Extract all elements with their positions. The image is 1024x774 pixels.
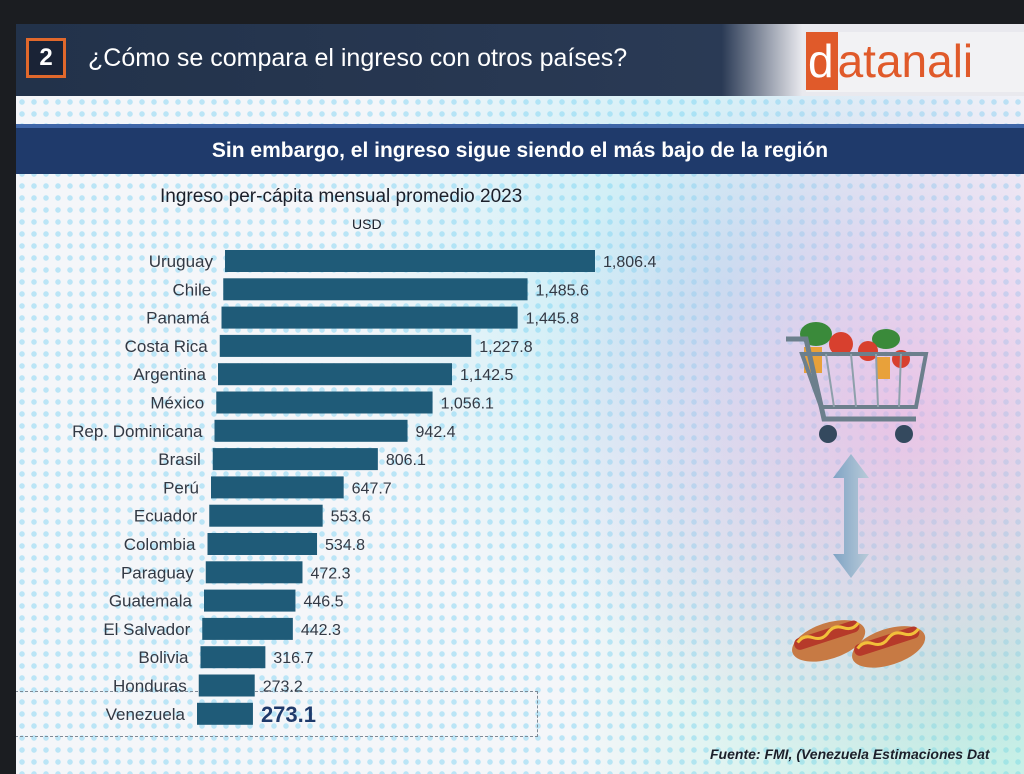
value-label: 1,227.8 — [479, 339, 532, 356]
shopping-cart-icon — [786, 322, 929, 443]
category-label: El Salvador — [103, 620, 190, 639]
value-label: 1,445.8 — [526, 311, 579, 328]
category-label: Chile — [173, 280, 212, 299]
value-label: 647.7 — [352, 480, 392, 497]
bar-paraguay — [205, 561, 303, 584]
bar-honduras — [198, 674, 255, 697]
hot-dog-icon — [792, 620, 926, 668]
bar-m-xico — [216, 391, 433, 414]
value-label: 273.1 — [261, 702, 316, 727]
bar-ecuador — [209, 504, 323, 527]
category-label: Perú — [163, 478, 199, 497]
value-label: 446.5 — [303, 594, 343, 611]
value-label: 472.3 — [310, 565, 350, 582]
logo-first-letter: d — [806, 32, 838, 90]
value-label: 1,485.6 — [536, 282, 589, 299]
category-label: Costa Rica — [125, 337, 209, 356]
title-bar: 2 ¿Cómo se compara el ingreso con otros … — [16, 24, 1024, 96]
bar-bolivia — [200, 646, 266, 669]
bar-chile — [223, 278, 528, 301]
value-label: 534.8 — [325, 537, 365, 554]
category-label: México — [150, 394, 204, 413]
category-label: Guatemala — [109, 592, 193, 611]
bar-guatemala — [204, 589, 296, 612]
bar-panam- — [221, 306, 518, 329]
slide: 2 ¿Cómo se compara el ingreso con otros … — [16, 24, 1024, 774]
value-label: 553.6 — [331, 509, 371, 526]
value-label: 273.2 — [263, 679, 303, 696]
category-label: Venezuela — [106, 705, 186, 724]
source-note: Fuente: FMI, (Venezuela Estimaciones Dat — [710, 746, 990, 762]
category-label: Argentina — [133, 365, 206, 384]
value-label: 316.7 — [273, 650, 313, 667]
category-label: Rep. Dominicana — [72, 422, 203, 441]
bar-uruguay — [225, 250, 595, 272]
value-label: 1,806.4 — [603, 254, 656, 271]
category-label: Honduras — [113, 677, 187, 696]
bar-argentina — [218, 363, 453, 386]
bar-colombia — [207, 533, 318, 555]
category-label: Paraguay — [121, 563, 194, 582]
bar-venezuela — [197, 702, 253, 725]
category-label: Ecuador — [134, 507, 198, 526]
value-label: 806.1 — [386, 452, 426, 469]
subtitle-band: Sin embargo, el ingreso sigue siendo el … — [16, 124, 1024, 174]
logo-text: atanali — [837, 35, 974, 87]
value-label: 1,056.1 — [441, 396, 494, 413]
category-label: Colombia — [124, 535, 196, 554]
chart-title: Ingreso per-cápita mensual promedio 2023 — [160, 186, 523, 207]
category-label: Uruguay — [149, 252, 214, 271]
category-label: Bolivia — [138, 648, 189, 667]
brand-logo: datanali — [806, 32, 1024, 92]
value-label: 942.4 — [416, 424, 456, 441]
venezuela-highlight-box — [16, 691, 538, 737]
slide-number-badge: 2 — [26, 38, 66, 78]
subtitle: Sin embargo, el ingreso sigue siendo el … — [211, 139, 829, 162]
page-title: ¿Cómo se compara el ingreso con otros pa… — [88, 44, 628, 72]
chart-unit: USD — [352, 216, 382, 232]
bar-costa-rica — [219, 334, 472, 357]
value-label: 1,142.5 — [460, 367, 513, 384]
bar-brasil — [212, 448, 378, 471]
bar-el-salvador — [202, 617, 293, 640]
category-label: Brasil — [158, 450, 201, 469]
bar-rep-dominicana — [214, 419, 408, 442]
bar-chart: Uruguay 1,806.4 Chile 1,485.6 Panamá 1,445.8 C… — [72, 250, 656, 727]
value-label: 442.3 — [301, 622, 341, 639]
bar-per- — [211, 476, 344, 499]
category-label: Panamá — [146, 309, 210, 328]
double-arrow-icon — [833, 454, 869, 578]
